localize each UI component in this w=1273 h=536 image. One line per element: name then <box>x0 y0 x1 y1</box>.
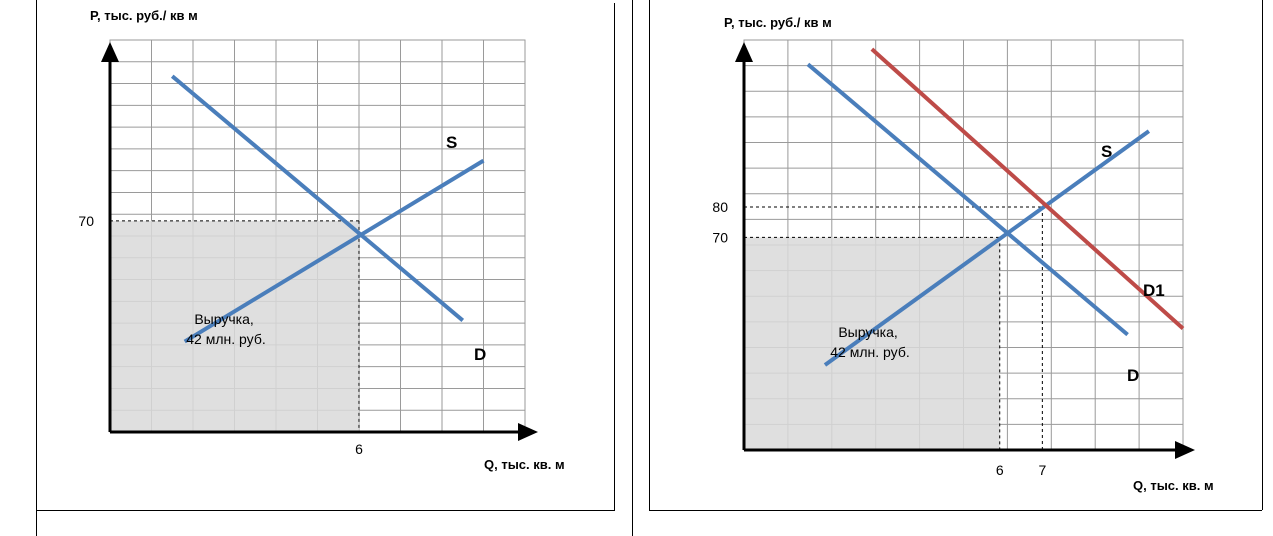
x-axis-arrow <box>1175 441 1195 459</box>
supply-demand-chart-left: P, тыс. руб./ кв м Q, тыс. кв. м 670 SD … <box>78 8 564 472</box>
revenue-area <box>744 237 1000 450</box>
tick-labels: 6 7 80 70 <box>712 199 1046 478</box>
y-tick-label: 70 <box>712 229 728 245</box>
y-axis-label: P, тыс. руб./ кв м <box>90 8 198 23</box>
revenue-note-line-1: Выручка, <box>194 311 253 327</box>
curve-label-d: D <box>474 345 486 364</box>
supply-demand-chart-right: P, тыс. руб./ кв м Q, тыс. кв. м 6 78070 … <box>712 15 1213 493</box>
revenue-note: Выручка, 42 млн. руб. <box>830 324 909 360</box>
x-tick-label: 6 <box>996 462 1004 478</box>
x-tick-label: 6 <box>355 441 363 457</box>
curve-s <box>823 129 1151 367</box>
x-axis-label: Q, тыс. кв. м <box>1133 478 1214 493</box>
revenue-area <box>110 220 359 432</box>
curve-label-d1: D1 <box>1143 281 1165 300</box>
revenue-note-line-2: 42 млн. руб. <box>186 331 265 347</box>
curve-d <box>806 62 1129 337</box>
revenue-note: Выручка, 42 млн. руб. <box>186 311 265 347</box>
y-tick-label: 80 <box>712 199 728 215</box>
curve-labels: SD <box>446 133 486 364</box>
curve-label-s: S <box>446 133 457 152</box>
x-tick-label: 7 <box>1038 462 1046 478</box>
tick-labels: 6 70 <box>78 213 363 457</box>
curve-labels: S D D1 <box>1101 142 1165 385</box>
y-tick-label: 70 <box>78 213 94 229</box>
curve-label-d: D <box>1127 366 1139 385</box>
revenue-note-line-1: Выручка, <box>838 324 897 340</box>
y-axis-label: P, тыс. руб./ кв м <box>724 15 832 30</box>
revenue-note-line-2: 42 млн. руб. <box>830 344 909 360</box>
curve-label-s: S <box>1101 142 1112 161</box>
plot-area <box>744 47 1185 450</box>
curve-s <box>183 158 485 344</box>
y-axis-arrow <box>101 42 119 62</box>
plot-area <box>110 74 485 432</box>
curve-d1 <box>870 47 1185 331</box>
x-axis-arrow <box>518 423 538 441</box>
curve-d <box>170 74 465 322</box>
x-axis-label: Q, тыс. кв. м <box>484 457 565 472</box>
y-axis-arrow <box>735 42 753 62</box>
